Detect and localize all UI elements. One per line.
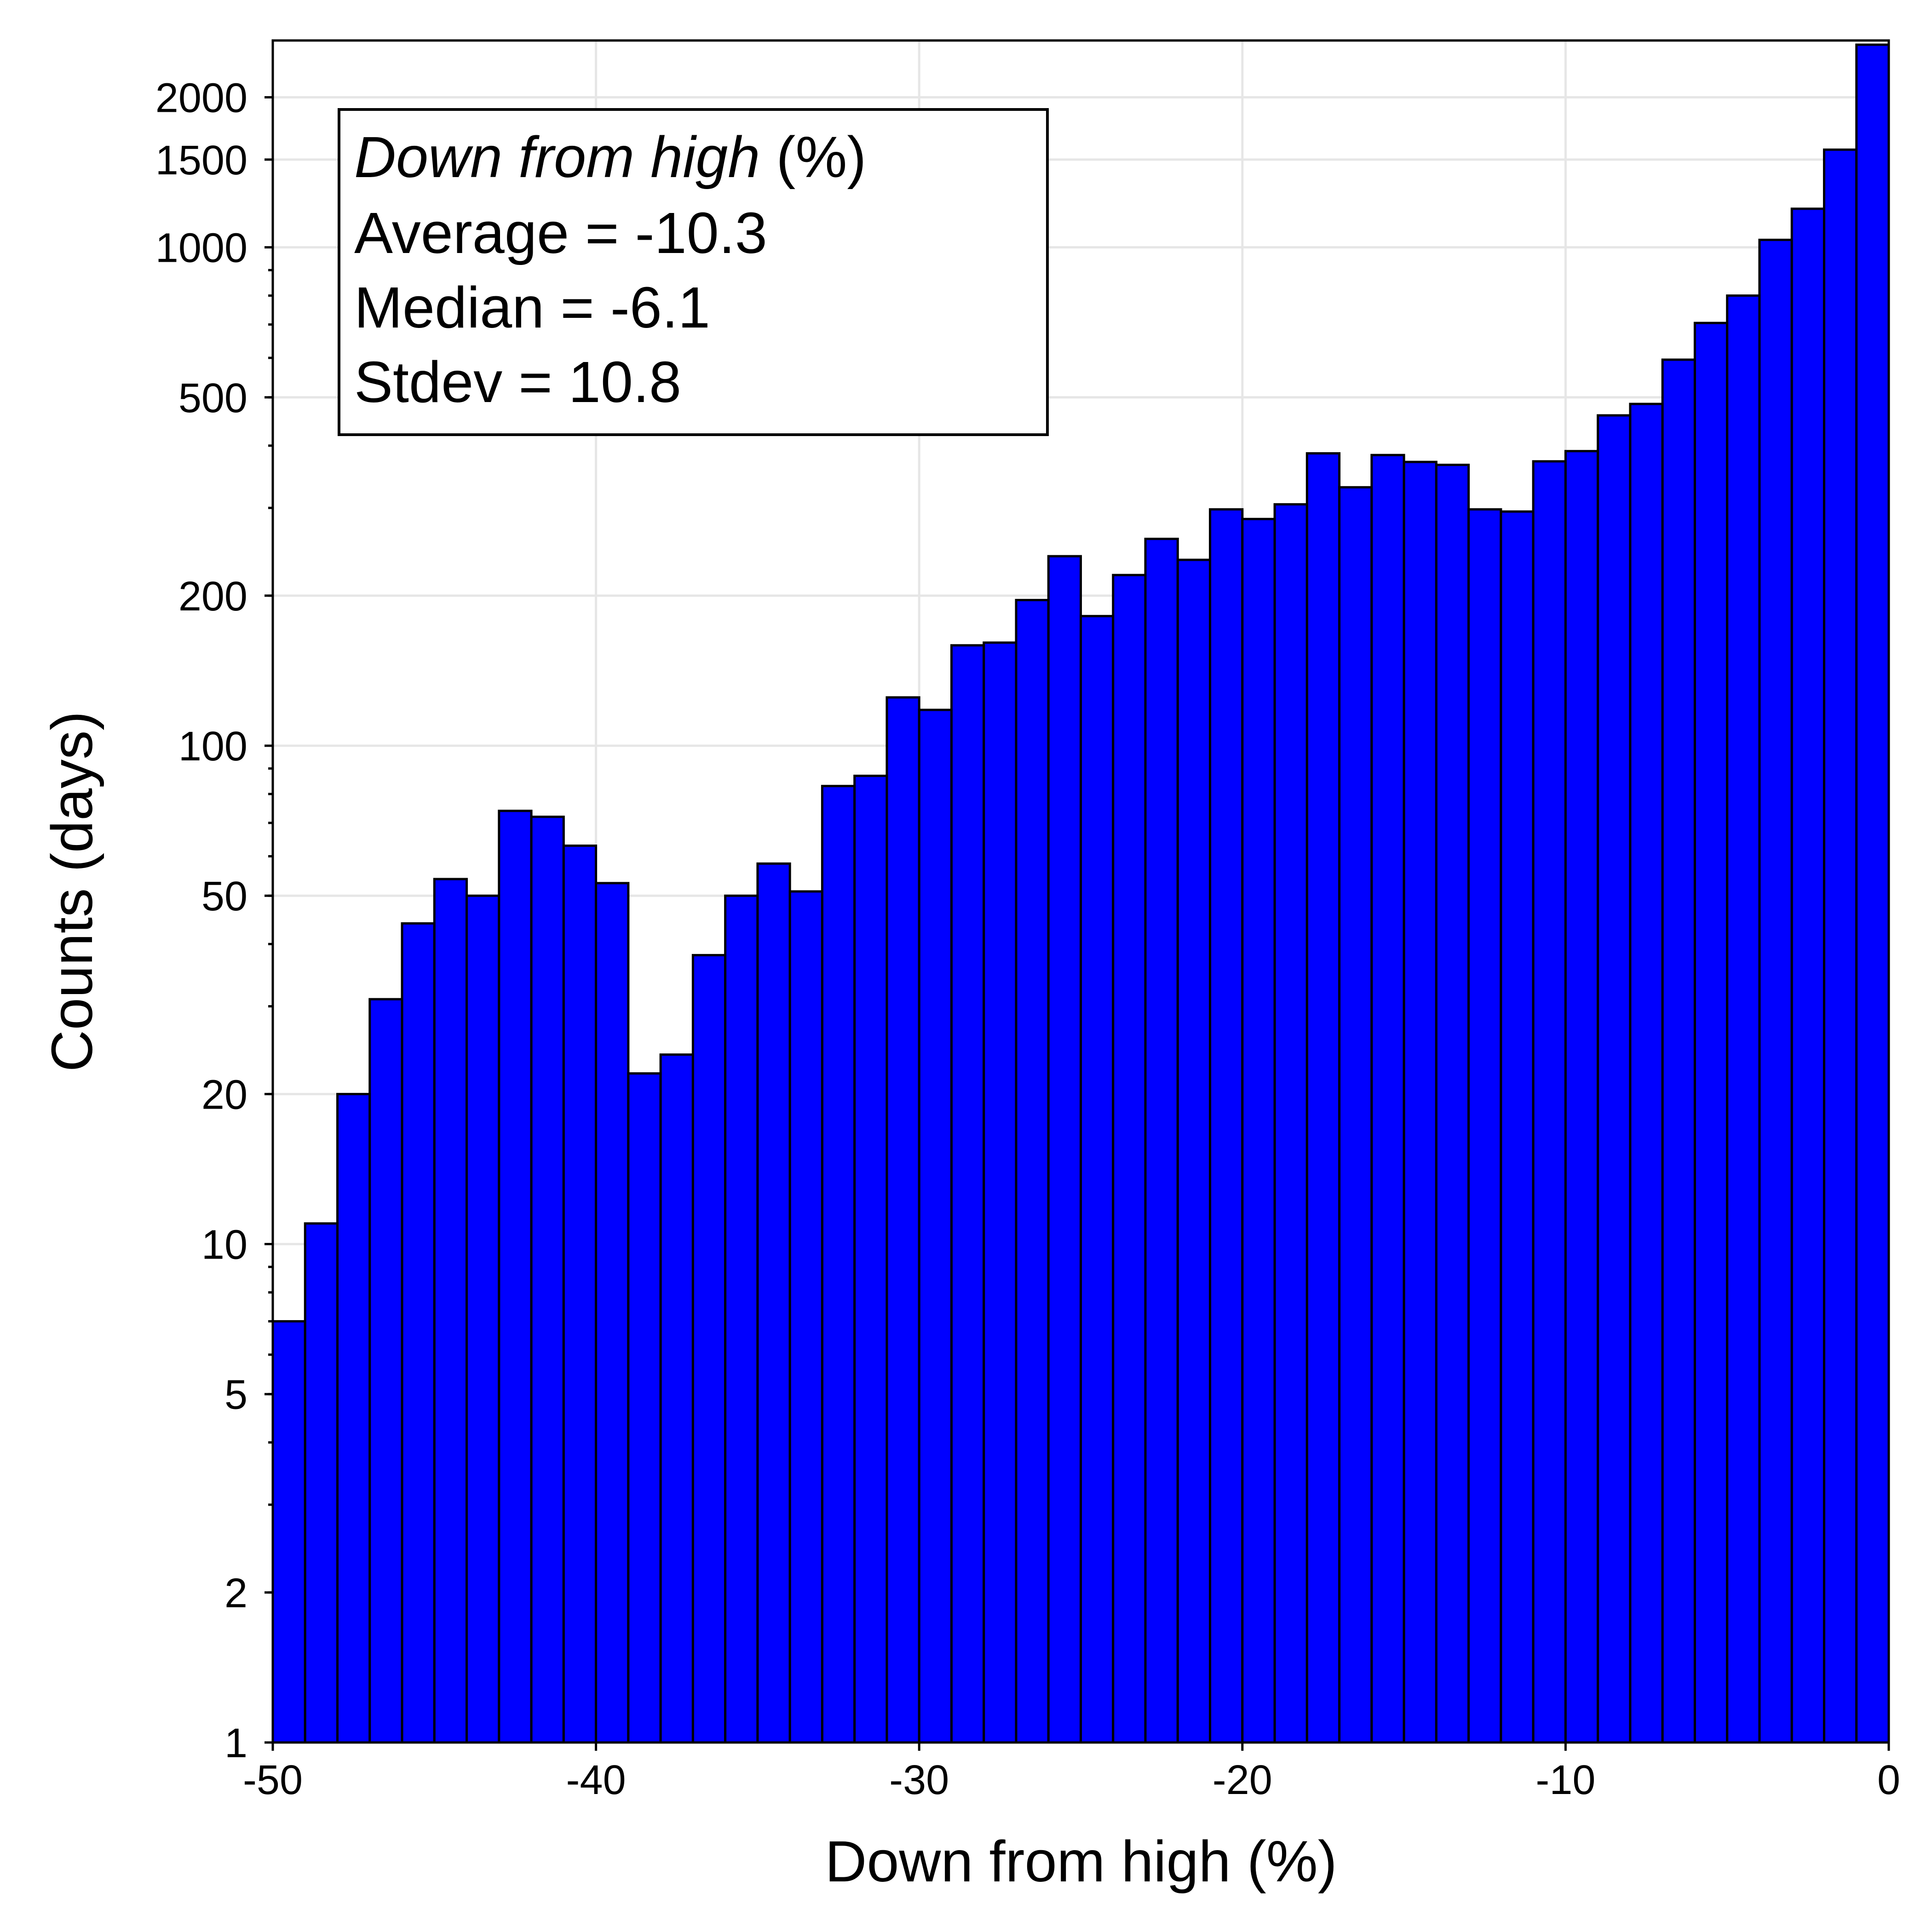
histogram-bar (1726, 294, 1761, 1744)
stats-stdev: Stdev = 10.8 (354, 350, 681, 414)
histogram-bar (724, 894, 759, 1744)
histogram-bar (788, 890, 823, 1744)
stats-annotation-box (338, 108, 1049, 436)
stats-median: Median = -6.1 (354, 275, 710, 340)
x-tick-label: -10 (1535, 1757, 1595, 1803)
histogram-bar (1855, 43, 1890, 1744)
histogram-bar (853, 775, 888, 1744)
histogram-bar (756, 862, 791, 1744)
x-tick-label: 0 (1877, 1757, 1900, 1803)
histogram-bar (1144, 537, 1179, 1744)
histogram-bar (595, 882, 630, 1744)
histogram-bar (659, 1053, 694, 1744)
y-tick-label: 200 (178, 574, 247, 620)
y-tick-label: 2 (224, 1570, 247, 1616)
histogram-bar (530, 816, 565, 1744)
histogram-bar (1403, 460, 1438, 1744)
x-tick-label: -50 (243, 1757, 303, 1803)
histogram-bar (1241, 518, 1276, 1744)
stats-annotation-title-italic: Down from high (354, 125, 760, 190)
histogram-bar (1176, 558, 1212, 1744)
histogram-bar (1305, 452, 1341, 1744)
histogram-bar (1693, 322, 1729, 1744)
histogram-bar (918, 708, 953, 1744)
plot-frame (271, 39, 1890, 1744)
histogram-bar (401, 922, 436, 1744)
histogram-bar (1047, 555, 1082, 1744)
y-tick-label: 2000 (155, 75, 247, 121)
histogram-bar (498, 810, 533, 1744)
histogram-bar (1015, 598, 1050, 1744)
stats-annotation: Down from high (%) Average = -10.3 Media… (338, 108, 1049, 436)
histogram-bar (304, 1222, 339, 1744)
x-tick-label: -20 (1213, 1757, 1272, 1803)
histogram-bar (1661, 358, 1696, 1744)
histogram-bar (1435, 464, 1470, 1744)
histogram-bar (466, 894, 500, 1744)
x-axis-ticks: -50 -40 -30 -20 -10 0 (243, 1742, 1900, 1803)
stats-annotation-title-suffix: (%) (760, 125, 866, 190)
y-tick-label: 10 (201, 1222, 247, 1268)
histogram-bar (368, 998, 403, 1744)
histogram-bar (1629, 402, 1664, 1744)
x-tick-label: -40 (566, 1757, 626, 1803)
y-axis-ticks: 1 2 5 10 20 50 100 200 500 1000 1500 2000 (155, 75, 273, 1766)
stats-average: Average = -10.3 (354, 201, 767, 265)
histogram-bar (271, 1320, 306, 1744)
y-tick-label: 1500 (155, 138, 247, 184)
y-tick-label: 1 (224, 1720, 247, 1766)
histogram-bar (1467, 508, 1502, 1744)
histogram-bar (1338, 486, 1373, 1744)
x-tick-label: -30 (889, 1757, 949, 1803)
y-tick-label: 1000 (155, 225, 247, 271)
histogram-bar (1532, 460, 1567, 1744)
histogram-bars (271, 43, 1890, 1744)
histogram-bar (950, 644, 985, 1744)
histogram-bar (821, 785, 856, 1744)
y-tick-label: 5 (224, 1372, 247, 1418)
histogram-bar (691, 954, 727, 1744)
histogram-bar (1597, 414, 1632, 1744)
histogram-bar (1112, 574, 1147, 1744)
histogram-bar (1823, 148, 1858, 1744)
histogram-bar (886, 696, 920, 1744)
histogram-bar (562, 844, 598, 1744)
y-tick-label: 20 (201, 1072, 247, 1118)
y-axis-label: Counts (days) (40, 711, 104, 1072)
histogram-bar (1273, 503, 1308, 1744)
histogram-bar (1370, 454, 1405, 1744)
histogram-bar (627, 1072, 662, 1744)
histogram-bar (1564, 450, 1599, 1744)
y-tick-label: 50 (201, 874, 247, 920)
stats-annotation-title: Down from high (%) (354, 125, 866, 190)
histogram-bar (1790, 207, 1825, 1744)
y-tick-label: 500 (178, 375, 247, 421)
histogram-bar (336, 1092, 371, 1744)
y-tick-label: 100 (178, 724, 247, 770)
histogram-bar (1209, 508, 1244, 1744)
histogram-bar (1500, 510, 1535, 1744)
x-axis-label: Down from high (%) (825, 1829, 1337, 1894)
histogram-bar (983, 641, 1018, 1744)
histogram-bar (1080, 615, 1115, 1744)
histogram-bar (1758, 238, 1793, 1744)
histogram-bar (433, 878, 468, 1744)
